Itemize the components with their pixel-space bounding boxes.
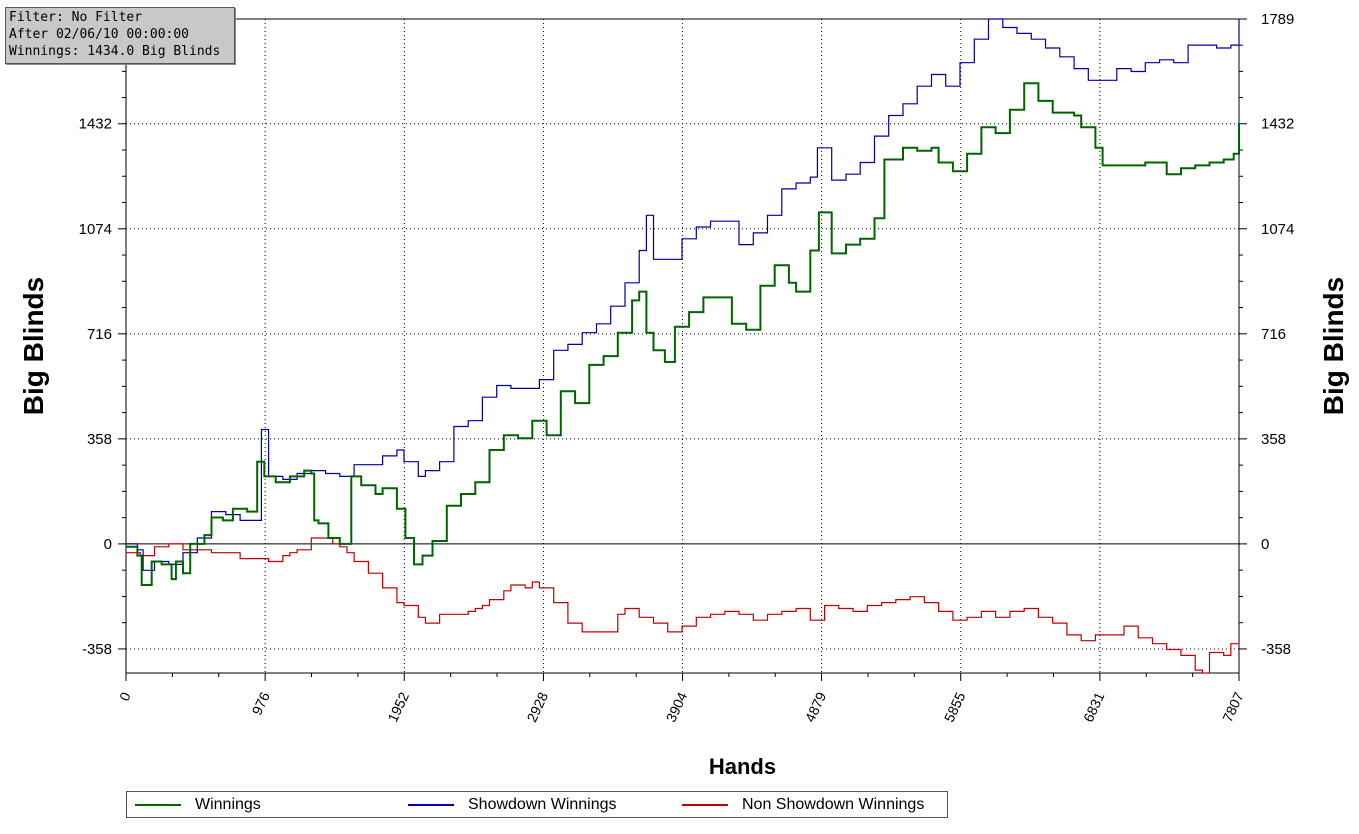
x-tick-label: 7807	[1219, 689, 1247, 724]
y-tick-label-left: 1074	[79, 221, 112, 238]
legend-item-showdown: Showdown Winnings	[408, 792, 617, 817]
winnings-summary-text: Winnings: 1434.0 Big Blinds	[9, 44, 221, 59]
x-tick-label: 2928	[523, 689, 551, 724]
x-tick-label: 5855	[941, 689, 969, 724]
legend-item-non-showdown: Non Showdown Winnings	[682, 792, 924, 817]
y-tick-label-right: 716	[1261, 326, 1286, 343]
y-tick-label-left: 1432	[79, 116, 112, 133]
y-tick-label-left: 0	[104, 536, 112, 553]
y-tick-label-right: 0	[1261, 536, 1269, 553]
series-winnings-line	[126, 82, 1240, 586]
y-tick-label-right: 1789	[1261, 11, 1294, 28]
x-tick-label: 3904	[663, 689, 691, 724]
y-tick-label-left: 358	[87, 431, 112, 448]
x-tick-label: 6831	[1080, 689, 1108, 724]
x-axis-label: Hands	[709, 754, 776, 779]
y-tick-label-right: -358	[1261, 641, 1291, 658]
chart-legend: Winnings Showdown Winnings Non Showdown …	[126, 791, 948, 818]
legend-swatch-showdown	[408, 803, 454, 806]
series-non-showdown-line	[126, 537, 1240, 674]
legend-label-winnings: Winnings	[195, 795, 261, 813]
filter-info-box: Filter: No Filter After 02/06/10 00:00:0…	[5, 7, 235, 64]
y-axis-label-left: Big Blinds	[18, 277, 49, 415]
y-tick-label-right: 1074	[1261, 221, 1294, 238]
y-axis-label-right: Big Blinds	[1318, 277, 1349, 415]
filter-text: Filter: No Filter	[9, 10, 143, 25]
plot-frame	[125, 18, 1240, 674]
y-tick-label-left: 716	[87, 326, 112, 343]
x-tick-label: 0	[116, 689, 134, 703]
legend-label-non-showdown: Non Showdown Winnings	[742, 795, 925, 813]
date-filter-text: After 02/06/10 00:00:00	[9, 27, 190, 42]
y-tick-label-right: 1432	[1261, 116, 1294, 133]
legend-label-showdown: Showdown Winnings	[468, 795, 617, 813]
legend-item-winnings: Winnings	[135, 792, 261, 817]
y-tick-label-left: -358	[82, 641, 112, 658]
legend-swatch-winnings	[135, 803, 181, 806]
x-tick-label: 4879	[802, 689, 830, 724]
legend-swatch-non-showdown	[682, 803, 728, 806]
x-tick-label: 976	[248, 689, 272, 717]
x-tick-label: 1952	[384, 689, 412, 724]
series-showdown-line	[126, 18, 1240, 571]
y-tick-label-right: 358	[1261, 431, 1286, 448]
